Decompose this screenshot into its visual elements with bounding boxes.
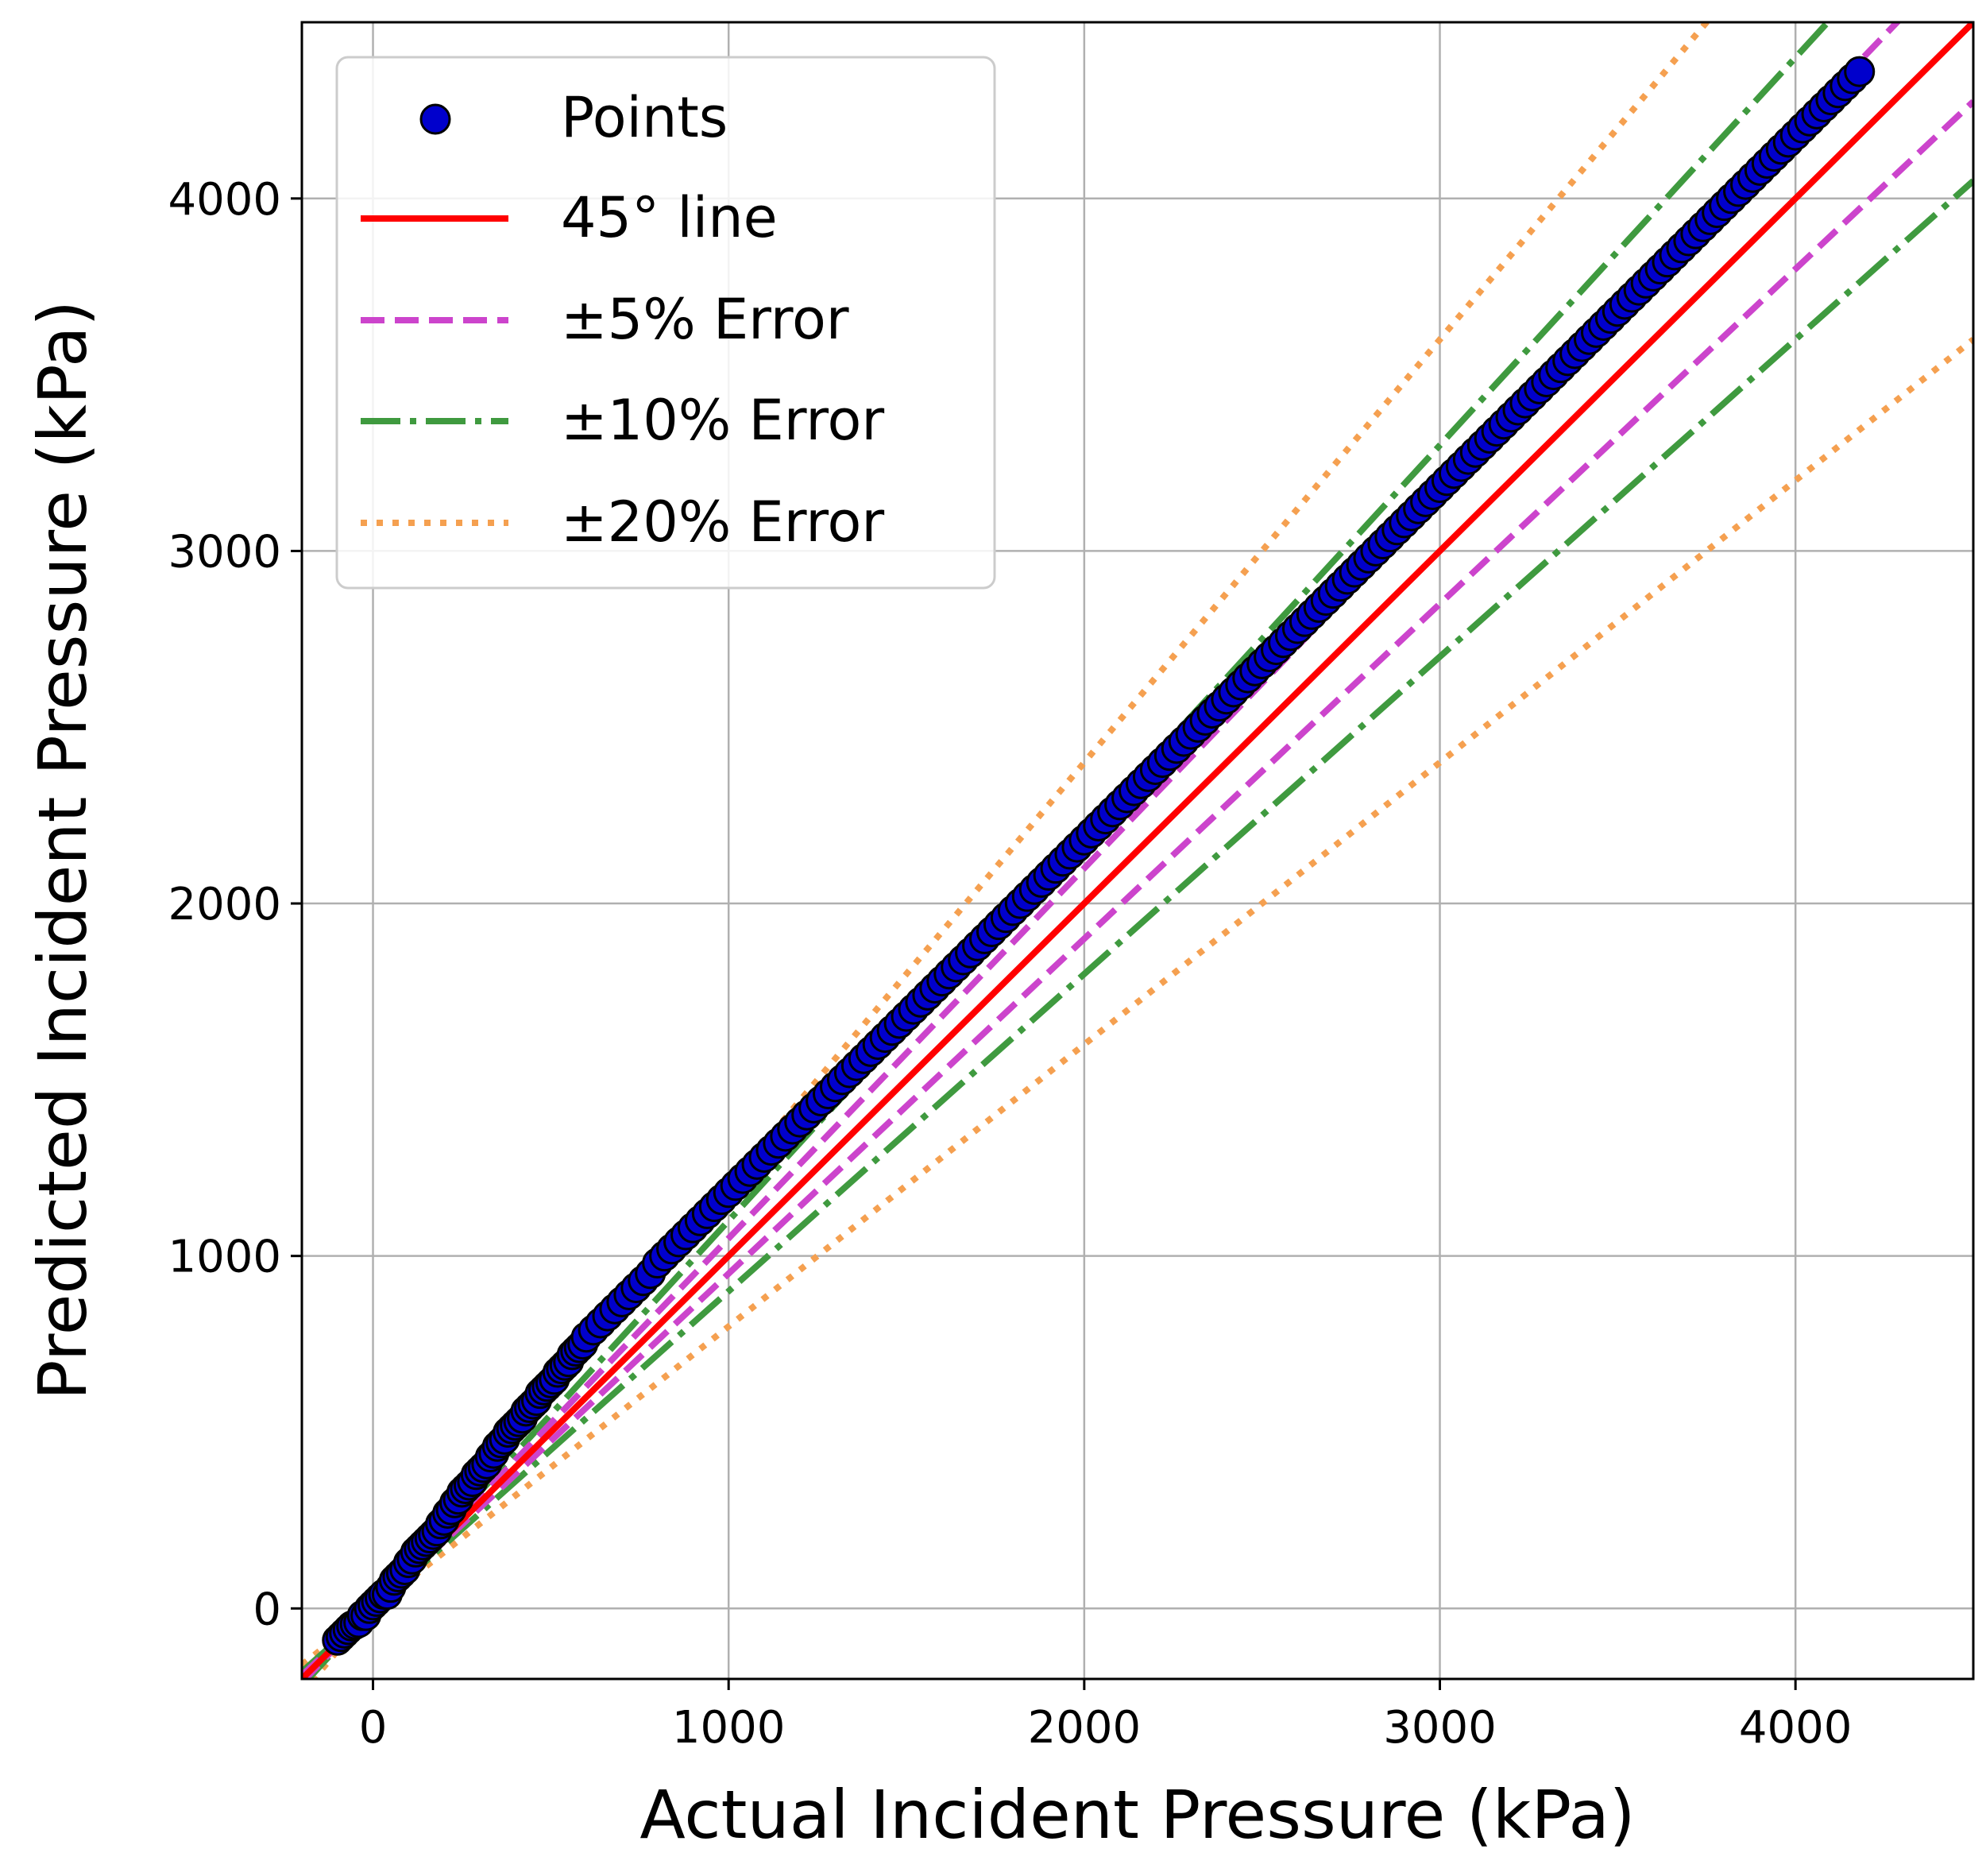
- y-tick-label: 4000: [168, 174, 281, 226]
- y-tick-label: 0: [253, 1584, 281, 1635]
- y-axis-title: Predicted Incident Pressure (kPa): [24, 300, 102, 1400]
- x-tick-label: 0: [359, 1702, 388, 1754]
- ref-line-dotted: [302, 337, 1973, 1668]
- legend-points-label: Points: [561, 85, 728, 150]
- x-tick-label: 1000: [672, 1702, 786, 1754]
- x-axis: 0 1000 2000 3000 4000: [359, 1679, 1853, 1754]
- ref-line-dashed: [302, 99, 1973, 1678]
- x-tick-label: 3000: [1383, 1702, 1497, 1754]
- ref-line-solid: [302, 22, 1973, 1679]
- y-tick-label: 3000: [168, 526, 281, 578]
- ref-line-dashdot: [303, 22, 1833, 1679]
- ref-line-dashdot: [302, 178, 1973, 1675]
- legend-10pct-label: ±10% Error: [561, 388, 884, 453]
- x-tick-label: 4000: [1739, 1702, 1853, 1754]
- legend: Points 45° line ±5% Error ±10% Error ±20…: [335, 56, 996, 590]
- legend-5pct-label: ±5% Error: [561, 287, 849, 352]
- legend-45-line-label: 45° line: [561, 185, 778, 250]
- plot-frame: [300, 21, 1975, 1681]
- y-tick-label: 2000: [168, 879, 281, 930]
- x-axis-title: Actual Incident Pressure (kPa): [639, 1776, 1635, 1854]
- legend-box: [335, 56, 996, 590]
- y-tick-label: 1000: [168, 1232, 281, 1283]
- data-point: [1844, 56, 1876, 87]
- legend-points-marker: [419, 103, 451, 135]
- ref-line-dashed: [302, 22, 1902, 1679]
- points-layer: [322, 56, 1876, 1656]
- legend-20pct-label: ±20% Error: [561, 489, 884, 555]
- x-tick-label: 2000: [1028, 1702, 1142, 1754]
- y-axis: 0 1000 2000 3000 4000: [168, 174, 302, 1635]
